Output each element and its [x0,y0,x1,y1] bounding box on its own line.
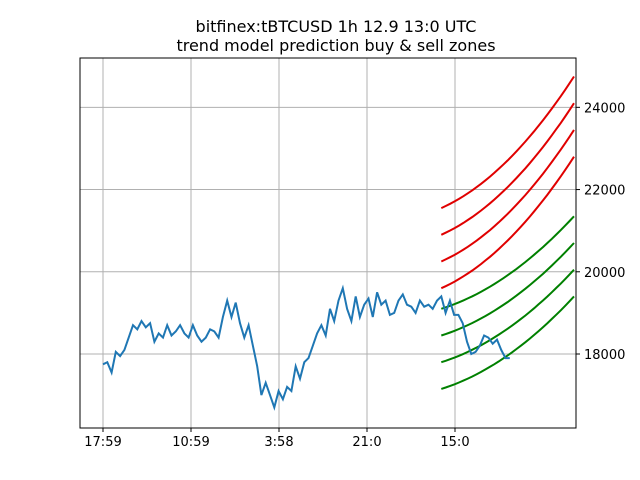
y-tick-label: 18000 [584,348,625,363]
x-tick-label: 10:59 [172,435,209,450]
y-tick-label: 24000 [584,101,625,116]
x-tick-label: 15:0 [440,435,469,450]
x-tick-label: 17:59 [84,435,121,450]
chart-subtitle: trend model prediction buy & sell zones [176,36,495,55]
buy-zone-line [440,269,575,364]
buy-zone-line [440,215,575,310]
sell-zone-line [440,129,575,263]
y-tick-label: 20000 [584,266,625,281]
axis-ticks: 17:59 10:59 3:58 21:0 15:0 18000 20000 22000 240… [84,101,625,450]
x-tick-label: 21:0 [352,435,381,450]
chart-title: bitfinex:tBTCUSD 1h 12.9 13:0 UTC [196,17,477,36]
y-tick-label: 22000 [584,184,625,199]
price-line [102,284,510,411]
zones [440,75,575,390]
x-tick-label: 3:58 [264,435,293,450]
buy-zone-line [440,295,575,390]
plot-frame [79,57,577,429]
sell-zone-line [440,102,575,236]
grid [80,58,576,428]
sell-zone-line [440,75,575,210]
sell-zone-line [440,156,575,290]
